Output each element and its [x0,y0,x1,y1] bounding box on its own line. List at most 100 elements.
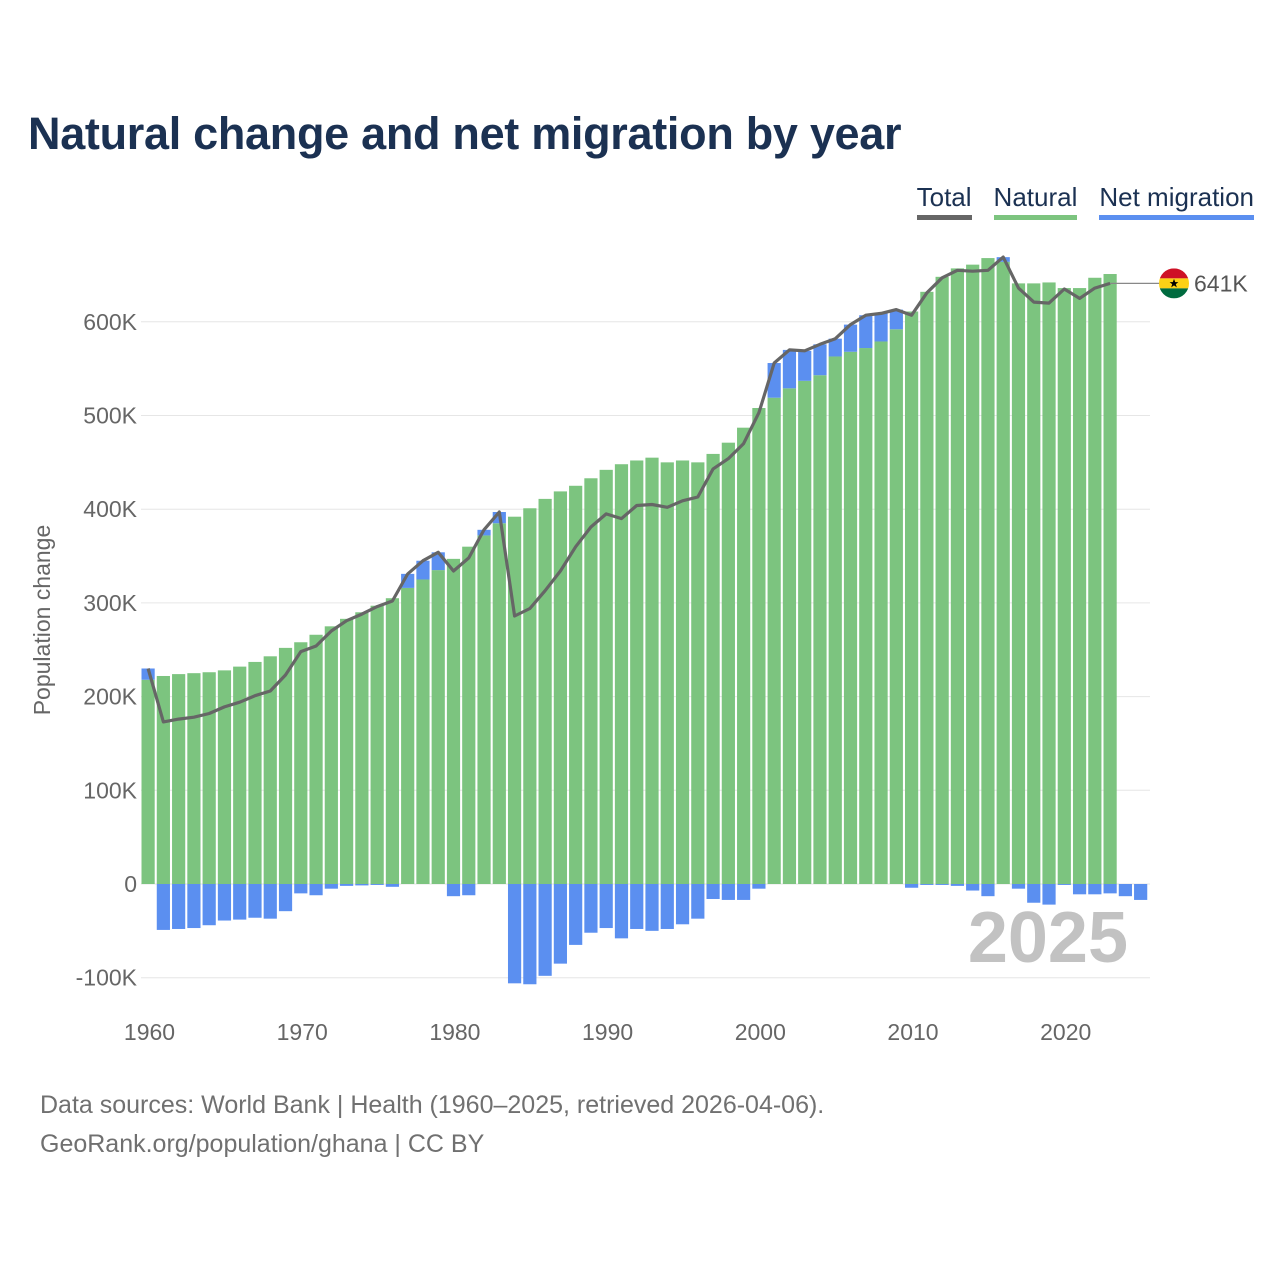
natural-bar [538,498,552,884]
migration-bar [935,884,949,885]
natural-bar [187,673,201,884]
footer: Data sources: World Bank | Health (1960–… [40,1086,824,1164]
natural-bar [385,598,400,884]
migration-bar [614,884,629,939]
x-tick-label: 1980 [429,1019,480,1045]
migration-bar [507,884,522,984]
migration-bar [1042,884,1056,905]
migration-bar [1134,884,1148,900]
y-tick-label: 300K [83,590,137,616]
migration-bar [1072,884,1087,895]
migration-bar [1118,884,1132,897]
y-tick-label: 600K [83,309,137,335]
source-line: Data sources: World Bank | Health (1960–… [40,1091,825,1119]
natural-bar [1072,288,1087,884]
natural-bar [1057,288,1071,884]
natural-bar [446,558,461,884]
natural-bar [935,276,949,885]
x-axis: 1960 1970 1980 1990 2000 2010 2020 [124,1019,1091,1045]
migration-bar [630,884,644,929]
migration-bar [599,884,613,929]
legend-total[interactable]: Total [916,182,972,220]
natural-bar [340,618,354,884]
migration-bar [217,884,232,921]
migration-bar [828,338,842,357]
migration-bar [309,884,323,896]
y-tick-label: 400K [83,496,137,522]
y-axis-label: Population change [29,525,55,716]
migration-bar [737,884,751,900]
chart-area: 2025 -100K 0 100K 200K 300K 400K 500K 600K 1960… [29,255,1248,1045]
natural-bar [889,329,903,884]
migration-bar [1088,884,1102,895]
x-tick-label: 1960 [124,1019,175,1045]
migration-bar [294,884,308,894]
natural-bar [920,291,934,884]
migration-bar [1057,884,1071,885]
natural-bar [630,460,644,884]
chart-title: Natural change and net migration by year [28,108,902,159]
migration-bar [798,350,812,381]
migration-bar [584,884,598,933]
migration-bar [233,884,247,920]
migration-bar [340,884,354,886]
migration-bar [905,884,919,888]
natural-bar [782,388,797,884]
migration-bar [950,884,965,886]
migration-bar [446,884,461,897]
migration-bar [370,884,384,885]
natural-bar [401,587,415,884]
natural-bar [156,675,170,884]
migration-bar [248,884,262,918]
natural-bar [416,579,430,884]
legend-natural[interactable]: Natural [993,182,1078,220]
natural-bar [752,408,766,884]
migration-bar [1011,884,1026,889]
legend: Total Natural Net migration [916,182,1254,220]
end-marker: 641K [1110,268,1248,299]
natural-bar [645,457,659,884]
legend-net-migration[interactable]: Net migration [1099,182,1254,220]
natural-bar [843,351,858,884]
total-series-line [146,255,1111,724]
natural-bar [202,672,216,884]
migration-bar [920,884,934,885]
y-tick-label: 0 [124,871,137,897]
natural-bars [141,258,1117,885]
natural-bar [966,264,980,884]
natural-bar [691,462,705,884]
end-value-label: 641K [1194,270,1248,296]
natural-bar [905,311,919,884]
x-tick-label: 1970 [277,1019,328,1045]
migration-bar [966,884,980,891]
natural-bar [248,661,262,884]
migration-bar [324,884,338,889]
migration-bar [553,884,567,964]
migration-bar [156,884,170,930]
migration-bar [645,884,659,931]
natural-bar [233,666,247,884]
x-tick-label: 2000 [735,1019,786,1045]
migration-bar [278,884,293,912]
natural-bar [1027,283,1041,884]
natural-bar [950,268,965,884]
migration-bar [187,884,201,929]
migration-bar [874,313,888,342]
migration-bar [538,884,552,976]
migration-bar [706,884,720,899]
natural-bar [874,341,888,884]
natural-bar [355,612,369,884]
natural-bar [294,642,308,884]
natural-bar [660,462,674,884]
migration-bar [202,884,216,926]
natural-bar [767,397,781,884]
natural-bar [1011,283,1026,884]
natural-bar [477,535,491,884]
natural-bar [507,516,522,884]
year-watermark: 2025 [968,898,1128,978]
natural-bar [813,375,827,884]
natural-bar [324,626,338,884]
migration-bar [660,884,674,929]
migration-bar [263,884,277,919]
migration-bars [141,257,1148,985]
